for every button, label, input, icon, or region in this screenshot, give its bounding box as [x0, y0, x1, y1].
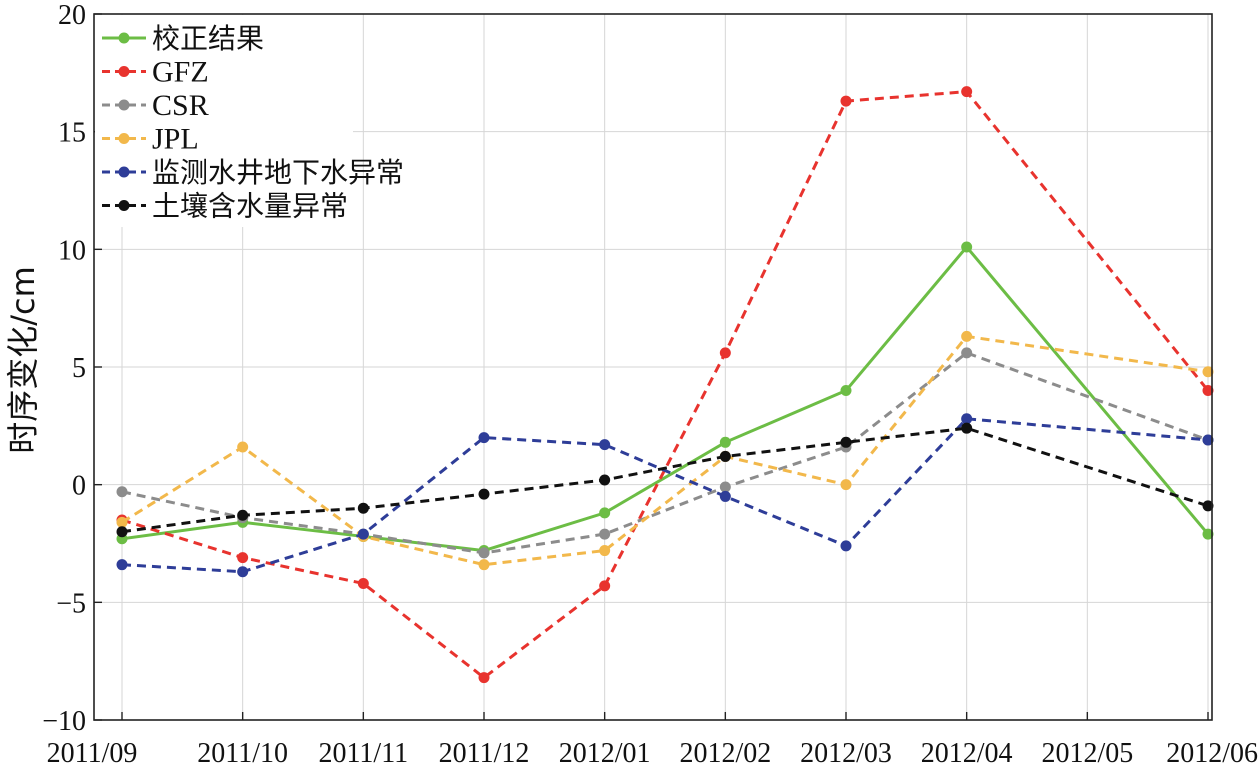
x-tick-label: 2012/05 [1041, 738, 1133, 769]
data-point [599, 507, 611, 519]
data-point [599, 474, 611, 486]
series-line [121, 334, 1209, 567]
data-point [357, 578, 369, 590]
data-point [599, 439, 611, 451]
data-point [961, 241, 973, 253]
legend-item: 土壤含水量异常 [102, 190, 348, 223]
data-point [1202, 500, 1214, 512]
data-point [1202, 366, 1214, 378]
x-tick-label: 2011/10 [197, 738, 288, 769]
data-point [961, 347, 973, 359]
data-point [116, 516, 128, 528]
data-point [116, 486, 128, 498]
data-point [719, 436, 731, 448]
y-tick-label: −10 [42, 706, 86, 737]
data-point [478, 672, 490, 684]
legend-swatch-marker [118, 66, 130, 77]
legend-item: 监测水井地下水异常 [102, 156, 404, 189]
data-point [237, 566, 249, 578]
series-line [121, 351, 1209, 555]
data-point [719, 490, 731, 502]
x-tick-label: 2012/01 [559, 738, 651, 769]
data-point [719, 450, 731, 462]
data-point [237, 509, 249, 521]
y-tick-label: 20 [58, 0, 86, 31]
data-point [116, 526, 128, 538]
data-point [840, 385, 852, 397]
data-point [719, 481, 731, 493]
x-tick-label: 2012/03 [800, 738, 892, 769]
data-point [840, 479, 852, 491]
legend-swatch-marker [118, 200, 130, 211]
x-tick-label: 2011/12 [439, 738, 530, 769]
data-point [840, 95, 852, 107]
data-point [1202, 434, 1214, 446]
series-line [121, 90, 1210, 680]
legend-item: 校正结果 [102, 22, 264, 55]
data-point [478, 559, 490, 571]
data-point [840, 540, 852, 552]
y-tick-label: 0 [72, 471, 86, 502]
legend-item: JPL [102, 123, 199, 156]
legend-item: CSR [102, 89, 209, 122]
data-point [1202, 385, 1214, 397]
legend-label: 土壤含水量异常 [152, 190, 348, 223]
legend-label: JPL [152, 123, 199, 156]
x-axis-ticks: 2011/09 2011/10 2011/11 2011/12 2012/01 2012/… [47, 712, 1258, 769]
series-0 [116, 241, 1214, 557]
data-point [357, 528, 369, 540]
data-point [237, 441, 249, 453]
y-axis-ticks: −10 −5 0 5 10 15 20 [42, 0, 102, 737]
legend-swatch-marker [118, 32, 130, 44]
legend-label: 监测水井地下水异常 [152, 156, 404, 189]
data-point [961, 422, 973, 434]
legend-item: GFZ [102, 56, 209, 89]
y-tick-label: 15 [58, 118, 86, 149]
x-tick-label: 2012/04 [921, 738, 1013, 769]
data-point [961, 413, 973, 425]
series-1 [116, 86, 1214, 684]
y-tick-label: −5 [56, 588, 86, 619]
data-point [478, 488, 490, 500]
series-5 [116, 422, 1214, 538]
x-tick-label: 2011/11 [318, 738, 408, 769]
legend-swatch-marker [118, 133, 130, 144]
x-tick-label: 2012/06 [1166, 738, 1258, 769]
data-point [357, 502, 369, 514]
data-point [961, 330, 973, 342]
data-point [599, 580, 611, 592]
x-tick-label: 2012/02 [679, 738, 771, 769]
series-4 [116, 413, 1214, 578]
legend-label: 校正结果 [152, 22, 264, 55]
data-point [961, 86, 973, 98]
y-axis-label: 时序变化/cm [4, 266, 42, 454]
legend-background [95, 15, 353, 227]
data-point [478, 547, 490, 559]
data-point [116, 559, 128, 571]
data-point [1202, 528, 1214, 540]
y-tick-label: 10 [58, 235, 86, 266]
series-line [121, 417, 1209, 574]
data-point [237, 552, 249, 564]
series-line [121, 244, 1210, 553]
legend-label: GFZ [152, 56, 209, 89]
legend-swatch-marker [118, 99, 130, 111]
legend-swatch-marker [118, 166, 130, 178]
data-point [840, 436, 852, 448]
data-point [478, 432, 490, 444]
data-point [719, 347, 731, 359]
series-layer [116, 86, 1214, 684]
legend-label: CSR [152, 89, 209, 122]
x-tick-label: 2011/09 [47, 738, 138, 769]
data-point [599, 528, 611, 540]
y-tick-label: 5 [72, 353, 86, 384]
data-point [599, 545, 611, 557]
